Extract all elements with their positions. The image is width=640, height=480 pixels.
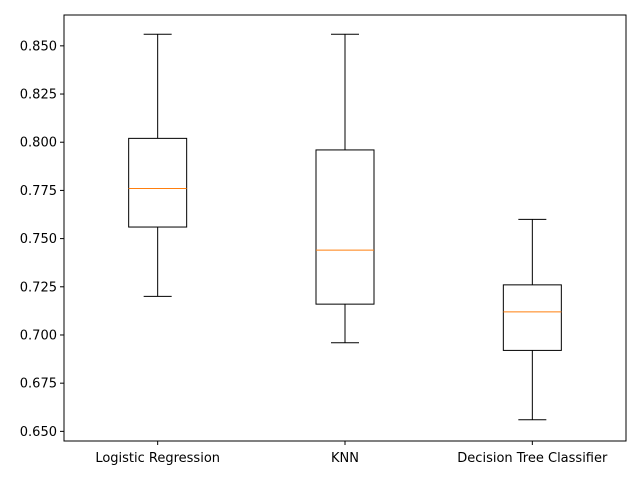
y-tick-label: 0.675	[20, 377, 57, 392]
y-tick-label: 0.825	[20, 88, 57, 103]
plot-frame	[63, 14, 627, 442]
y-tick-label: 0.775	[20, 184, 57, 199]
x-tick-label-knn: KNN	[331, 451, 359, 466]
box-decision-tree-classifier	[502, 284, 562, 351]
x-tick-label-logistic-regression: Logistic Regression	[95, 451, 220, 466]
y-tick-label: 0.750	[20, 232, 57, 247]
y-tick-label: 0.800	[20, 136, 57, 151]
x-tick-label-decision-tree-classifier: Decision Tree Classifier	[457, 451, 608, 466]
y-tick-label: 0.650	[20, 425, 57, 440]
box-logistic-regression	[128, 137, 188, 228]
y-tick-label: 0.725	[20, 280, 57, 295]
box-knn	[315, 149, 375, 305]
y-tick-label: 0.700	[20, 328, 57, 343]
y-tick-label: 0.850	[20, 39, 57, 54]
